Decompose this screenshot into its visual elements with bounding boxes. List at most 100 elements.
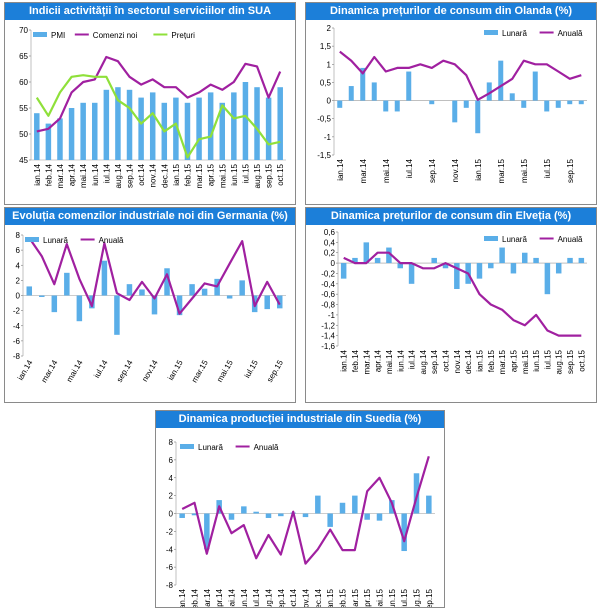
y-tick-label: 0,2: [324, 249, 336, 258]
x-tick-label: feb.14: [351, 349, 360, 372]
bar-lunar-: [151, 295, 158, 315]
y-tick-label: -0,5: [317, 115, 331, 124]
bar-lunar-: [383, 100, 389, 112]
x-tick-label: nov.14: [451, 158, 460, 182]
bar-lunar-: [327, 513, 333, 527]
y-tick-label: -1: [328, 311, 336, 320]
y-tick-label: 8: [16, 231, 21, 240]
bar-pmi: [126, 89, 133, 160]
bar-lunar-: [452, 100, 458, 123]
y-tick-label: -6: [166, 563, 174, 572]
y-tick-label: -8: [13, 352, 21, 361]
x-tick-label: feb.15: [487, 349, 496, 372]
bar-lunar-: [189, 284, 195, 296]
bar-lunar-: [340, 263, 347, 279]
bar-lunar-: [499, 247, 505, 264]
x-tick-label: mai.14: [228, 588, 237, 607]
bar-lunar-: [532, 71, 538, 101]
legend-label: Prețuri: [171, 31, 195, 40]
chart-title-suedia: Dinamica producției industriale din Sued…: [156, 411, 444, 428]
bar-lunar-: [239, 280, 245, 296]
y-tick-label: 55: [19, 104, 28, 113]
bar-lunar-: [463, 100, 469, 108]
bar-lunar-: [265, 513, 272, 518]
x-tick-label: ian.14: [340, 349, 349, 371]
bar-lunar-: [348, 86, 354, 101]
bar-lunar-: [339, 502, 346, 514]
bar-lunar-: [315, 495, 321, 514]
bar-lunar-: [578, 257, 585, 264]
x-tick-label: mai.15: [521, 349, 530, 374]
x-tick-label: iul.14: [252, 588, 261, 607]
x-tick-label: mar.15: [190, 358, 210, 384]
bar-lunar-: [374, 257, 381, 264]
legend-swatch: [180, 444, 194, 449]
x-tick-label: ian.15: [326, 588, 335, 607]
x-tick-label: sep.14: [430, 349, 439, 374]
bar-lunar-: [164, 268, 170, 296]
chart-title-olanda: Dinamica prețurilor de consum din Olanda…: [306, 3, 596, 20]
x-tick-label: dec.14: [464, 349, 473, 374]
legend-label: Lunară: [43, 236, 68, 245]
bar-lunar-: [76, 295, 83, 322]
y-tick-label: -8: [166, 581, 174, 590]
bar-pmi: [80, 102, 86, 160]
x-tick-label: mai.15: [215, 358, 235, 384]
x-tick-label: mar.14: [359, 158, 368, 183]
chart-panel-olanda: Dinamica prețurilor de consum din Olanda…: [305, 2, 597, 205]
line-anual-: [181, 455, 430, 565]
x-tick-label: ian.14: [178, 588, 187, 607]
bar-lunar-: [498, 60, 504, 101]
x-tick-label: mar.14: [56, 163, 65, 188]
x-tick-label: sep.15: [566, 158, 575, 183]
x-tick-label: mai.14: [79, 163, 88, 188]
bar-lunar-: [179, 513, 185, 518]
chart-panel-elvetia: Dinamica prețurilor de consum din Elveți…: [305, 207, 597, 403]
x-tick-label: mai.15: [218, 163, 227, 188]
bar-lunar-: [567, 100, 573, 105]
bar-lunar-: [302, 513, 309, 518]
bar-lunar-: [426, 495, 432, 514]
bar-lunar-: [26, 286, 33, 296]
chart-plot-elvetia: -1,6-1,4 -1,2-1-0,8 -0,6-0,4 -0,200,2 0,40,6…: [321, 228, 587, 374]
legend-label: Comenzi noi: [93, 31, 138, 40]
bar-lunar-: [509, 93, 515, 101]
bar-pmi: [68, 108, 75, 160]
bar-lunar-: [486, 82, 492, 101]
bar-lunar-: [544, 100, 550, 112]
y-tick-label: 6: [169, 456, 174, 465]
bar-lunar-: [204, 513, 210, 550]
bar-lunar-: [39, 295, 45, 298]
x-tick-label: feb.14: [44, 163, 53, 186]
y-tick-label: 0,5: [320, 78, 332, 87]
line-pre-uri: [35, 74, 281, 159]
bar-pmi: [92, 102, 98, 160]
bar-lunar-: [176, 295, 183, 316]
bar-lunar-: [191, 513, 198, 516]
bar-lunar-: [386, 247, 392, 264]
chart-plot-suedia: -8 -6 -4 -2 0 2 4 6 8 ian.14 feb.14 mar.14 apr.14 mai…: [166, 438, 435, 607]
bar-lunar-: [442, 263, 449, 269]
x-tick-label: mai.15: [376, 588, 385, 607]
x-tick-label: aug.15: [253, 163, 262, 188]
x-tick-label: oct.14: [442, 349, 451, 371]
y-tick-label: 2: [16, 276, 21, 285]
x-tick-label: iul.14: [408, 349, 417, 369]
bar-lunar-: [394, 100, 400, 112]
bar-lunar-: [201, 288, 208, 296]
x-tick-label: oct.14: [289, 588, 298, 607]
x-tick-label: mar.15: [195, 163, 204, 188]
y-tick-label: 50: [19, 130, 28, 139]
x-tick-label: iul.15: [243, 358, 261, 380]
y-tick-label: -1,4: [321, 332, 335, 341]
y-tick-label: 4: [16, 261, 21, 270]
x-tick-label: aug.14: [419, 349, 428, 374]
bar-lunar-: [397, 263, 403, 269]
x-tick-label: oct.15: [276, 163, 285, 185]
x-tick-label: feb.14: [191, 588, 200, 607]
bar-lunar-: [241, 506, 247, 514]
x-tick-label: mar.15: [498, 349, 507, 374]
bar-pmi: [277, 87, 283, 160]
x-tick-label: apr.15: [207, 163, 216, 186]
